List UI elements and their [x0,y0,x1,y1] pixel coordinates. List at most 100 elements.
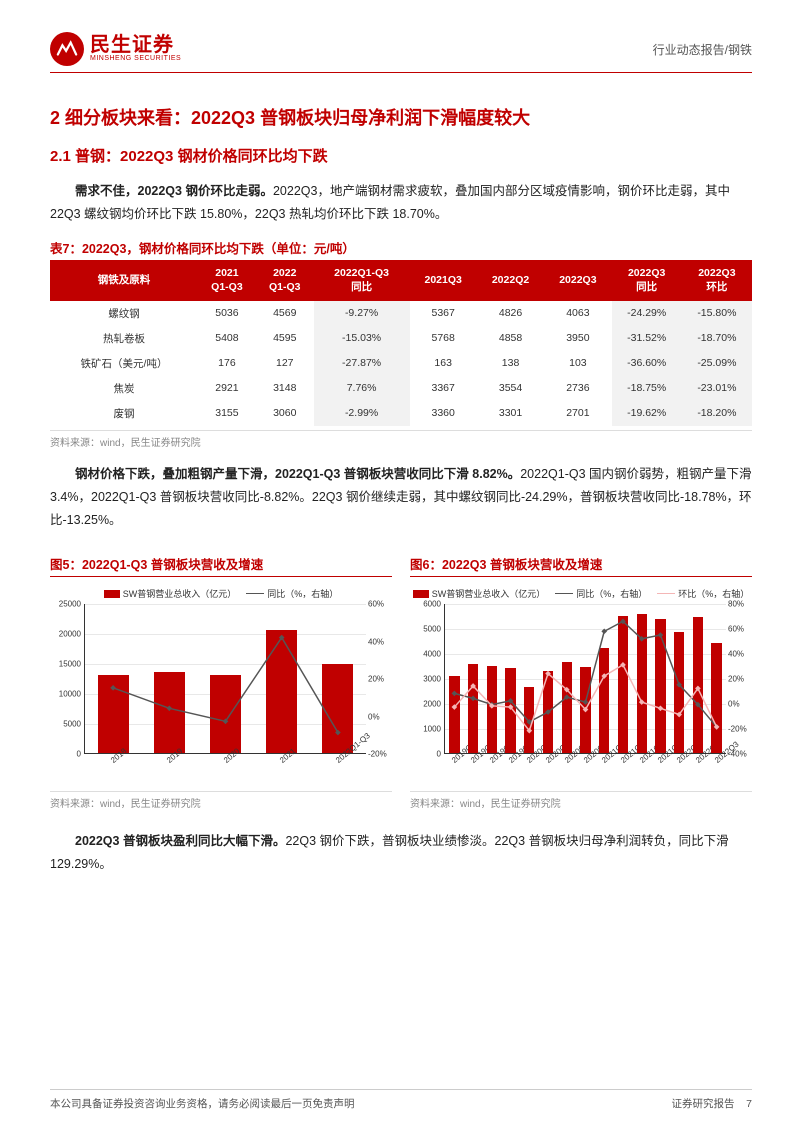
y-axis-left-tick: 3000 [411,675,441,684]
cell-value: 3301 [477,401,544,426]
table7-source: 资料来源：wind，民生证券研究院 [50,430,752,449]
cell-value: 3148 [256,376,314,401]
chart-bar [210,675,241,753]
chart-bar [543,671,553,754]
cell-value: 4595 [256,326,314,351]
cell-value: 3554 [477,376,544,401]
cell-value: -18.20% [682,401,752,426]
y-axis-left-tick: 10000 [51,690,81,699]
chart6-legend-line1: 同比（%，右轴） [576,587,647,600]
para3-bold: 2022Q3 普钢板块盈利同比大幅下滑。 [75,834,285,848]
chart-bar [154,672,185,753]
cell-value: 7.76% [314,376,410,401]
chart-bar [468,664,478,753]
cell-value: -18.70% [682,326,752,351]
footer-disclaimer: 本公司具备证券投资咨询业务资格，请务必阅读最后一页免责声明 [50,1096,355,1111]
cell-value: -27.87% [314,351,410,376]
cell-value: 5367 [410,301,477,326]
chart-bar [618,616,628,754]
cell-value: -23.01% [682,376,752,401]
table-row: 热轧卷板54084595-15.03%576848583950-31.52%-1… [50,326,752,351]
cell-value: 3950 [544,326,611,351]
y-axis-right-tick: 0% [728,700,756,709]
cell-value: -15.80% [682,301,752,326]
table7-col-header: 2022Q3环比 [682,261,752,300]
table7-col-header: 2022Q2 [477,261,544,300]
cell-value: -25.09% [682,351,752,376]
cell-value: 4826 [477,301,544,326]
y-axis-left-tick: 4000 [411,650,441,659]
y-axis-left-tick: 0 [411,750,441,759]
chart-bar [98,675,129,753]
y-axis-right-tick: -20% [728,725,756,734]
chart6: 图6：2022Q3 普钢板块营收及增速 SW普钢营业总收入（亿元） 同比（%，右… [410,542,752,824]
chart-bar [562,662,572,753]
cell-value: 5768 [410,326,477,351]
chart-bar [674,632,684,753]
cell-value: 5036 [198,301,256,326]
chart-bar [449,676,459,754]
cell-value: 163 [410,351,477,376]
logo-text-cn: 民生证券 [90,35,181,55]
chart6-plot: 0100020003000400050006000-40%-20%0%20%40… [444,604,726,754]
cell-value: -19.62% [612,401,682,426]
table7-col-header: 2021Q1-Q3 [198,261,256,300]
chart5-caption: 图5：2022Q1-Q3 普钢板块营收及增速 [50,554,392,577]
para2-bold: 钢材价格下跌，叠加粗钢产量下滑，2022Q1-Q3 普钢板块营收同比下滑 8.8… [75,467,520,481]
cell-value: 3155 [198,401,256,426]
y-axis-right-tick: -20% [368,750,396,759]
subsection-title: 2.1 普钢：2022Q3 钢材价格同环比均下跌 [50,145,752,166]
chart5-source: 资料来源：wind，民生证券研究院 [50,791,392,810]
row-label: 热轧卷板 [50,326,198,351]
chart6-legend-bar: SW普钢营业总收入（亿元） [432,587,546,600]
row-label: 废钢 [50,401,198,426]
y-axis-left-tick: 1000 [411,725,441,734]
logo-icon [50,32,84,66]
chart5: 图5：2022Q1-Q3 普钢板块营收及增速 SW普钢营业总收入（亿元） 同比（… [50,542,392,824]
footer-label: 证券研究报告 [671,1098,734,1110]
y-axis-right-tick: 60% [368,600,396,609]
table-row: 废钢31553060-2.99%336033012701-19.62%-18.2… [50,401,752,426]
cell-value: -36.60% [612,351,682,376]
y-axis-left-tick: 5000 [411,625,441,634]
cell-value: -2.99% [314,401,410,426]
cell-value: -15.03% [314,326,410,351]
chart-bar [580,667,590,753]
chart-bar [693,617,703,753]
chart-bar [655,619,665,753]
header-category: 行业动态报告/钢铁 [653,41,752,58]
chart5-legend-line: 同比（%，右轴） [267,587,338,600]
chart-bar [599,648,609,753]
cell-value: 176 [198,351,256,376]
cell-value: 3360 [410,401,477,426]
table7-col-header: 钢铁及原料 [50,261,198,300]
y-axis-left-tick: 15000 [51,660,81,669]
page-number: 7 [746,1098,752,1110]
y-axis-left-tick: 5000 [51,720,81,729]
chart5-legend-bar: SW普钢营业总收入（亿元） [123,587,237,600]
cell-value: 138 [477,351,544,376]
chart-bar [266,630,297,753]
y-axis-left-tick: 2000 [411,700,441,709]
y-axis-left-tick: 6000 [411,600,441,609]
cell-value: 4569 [256,301,314,326]
chart5-legend: SW普钢营业总收入（亿元） 同比（%，右轴） [50,587,392,600]
paragraph-1: 需求不佳，2022Q3 钢价环比走弱。2022Q3，地产端钢材需求疲软，叠加国内… [50,180,752,226]
section-title: 2 细分板块来看：2022Q3 普钢板块归母净利润下滑幅度较大 [50,101,752,135]
y-axis-right-tick: 60% [728,625,756,634]
charts-row: 图5：2022Q1-Q3 普钢板块营收及增速 SW普钢营业总收入（亿元） 同比（… [50,542,752,824]
cell-value: 4063 [544,301,611,326]
table7-col-header: 2022Q1-Q3同比 [314,261,410,300]
para1-bold: 需求不佳，2022Q3 钢价环比走弱。 [75,184,273,198]
chart-bar [524,687,534,753]
paragraph-2: 钢材价格下跌，叠加粗钢产量下滑，2022Q1-Q3 普钢板块营收同比下滑 8.8… [50,463,752,532]
cell-value: 2921 [198,376,256,401]
cell-value: -24.29% [612,301,682,326]
table7-caption: 表7：2022Q3，钢材价格同环比均下跌（单位：元/吨） [50,238,752,261]
logo-text-en: MINSHENG SECURITIES [90,55,181,63]
logo: 民生证券 MINSHENG SECURITIES [50,32,181,66]
y-axis-right-tick: 0% [368,712,396,721]
table-row: 焦炭292131487.76%336735542736-18.75%-23.01… [50,376,752,401]
chart6-legend-line2: 环比（%，右轴） [678,587,749,600]
table7: 钢铁及原料2021Q1-Q32022Q1-Q32022Q1-Q3同比2021Q3… [50,261,752,425]
